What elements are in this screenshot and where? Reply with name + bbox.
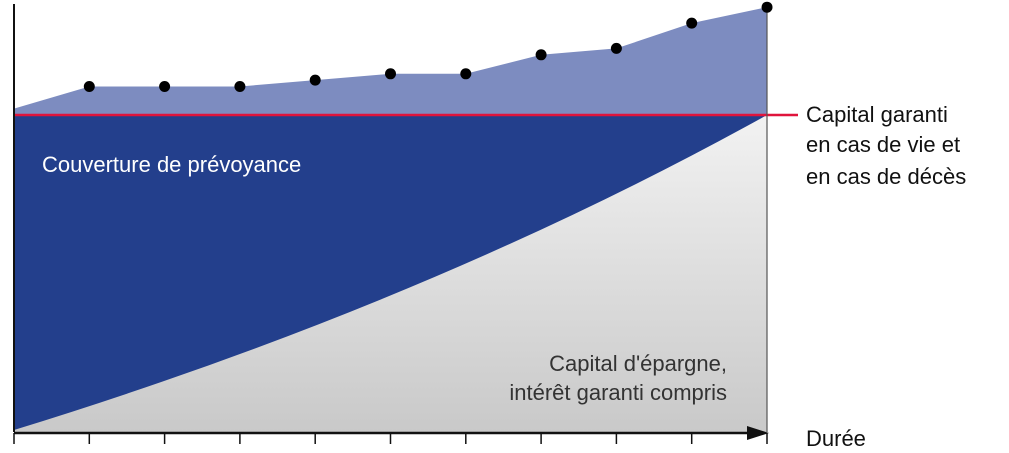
bonus-point [159, 81, 171, 92]
guaranteed-capital-label-line2: en cas de vie et [806, 132, 961, 157]
bonus-point [460, 68, 472, 80]
bonus-point [83, 81, 95, 92]
savings-label-line1: Capital d'épargne, [549, 351, 727, 376]
coverage-label: Couverture de prévoyance [42, 152, 302, 177]
x-axis-arrowhead [747, 426, 769, 440]
bonus-point [309, 74, 321, 86]
bonus-point [686, 17, 698, 29]
bonus-point [234, 81, 246, 92]
surplus-area [14, 7, 767, 116]
guaranteed-capital-label-line1: Capital garanti [806, 102, 948, 127]
guaranteed-capital-label-line3: en cas de décès [806, 164, 967, 189]
bonus-point [385, 68, 396, 80]
bonus-point [761, 1, 773, 13]
bonus-point [535, 49, 547, 61]
x-axis-label: Durée [806, 426, 866, 451]
savings-label-line2: intérêt garanti compris [509, 380, 727, 405]
savings-capital-area [14, 115, 767, 432]
bonus-point [610, 42, 622, 54]
